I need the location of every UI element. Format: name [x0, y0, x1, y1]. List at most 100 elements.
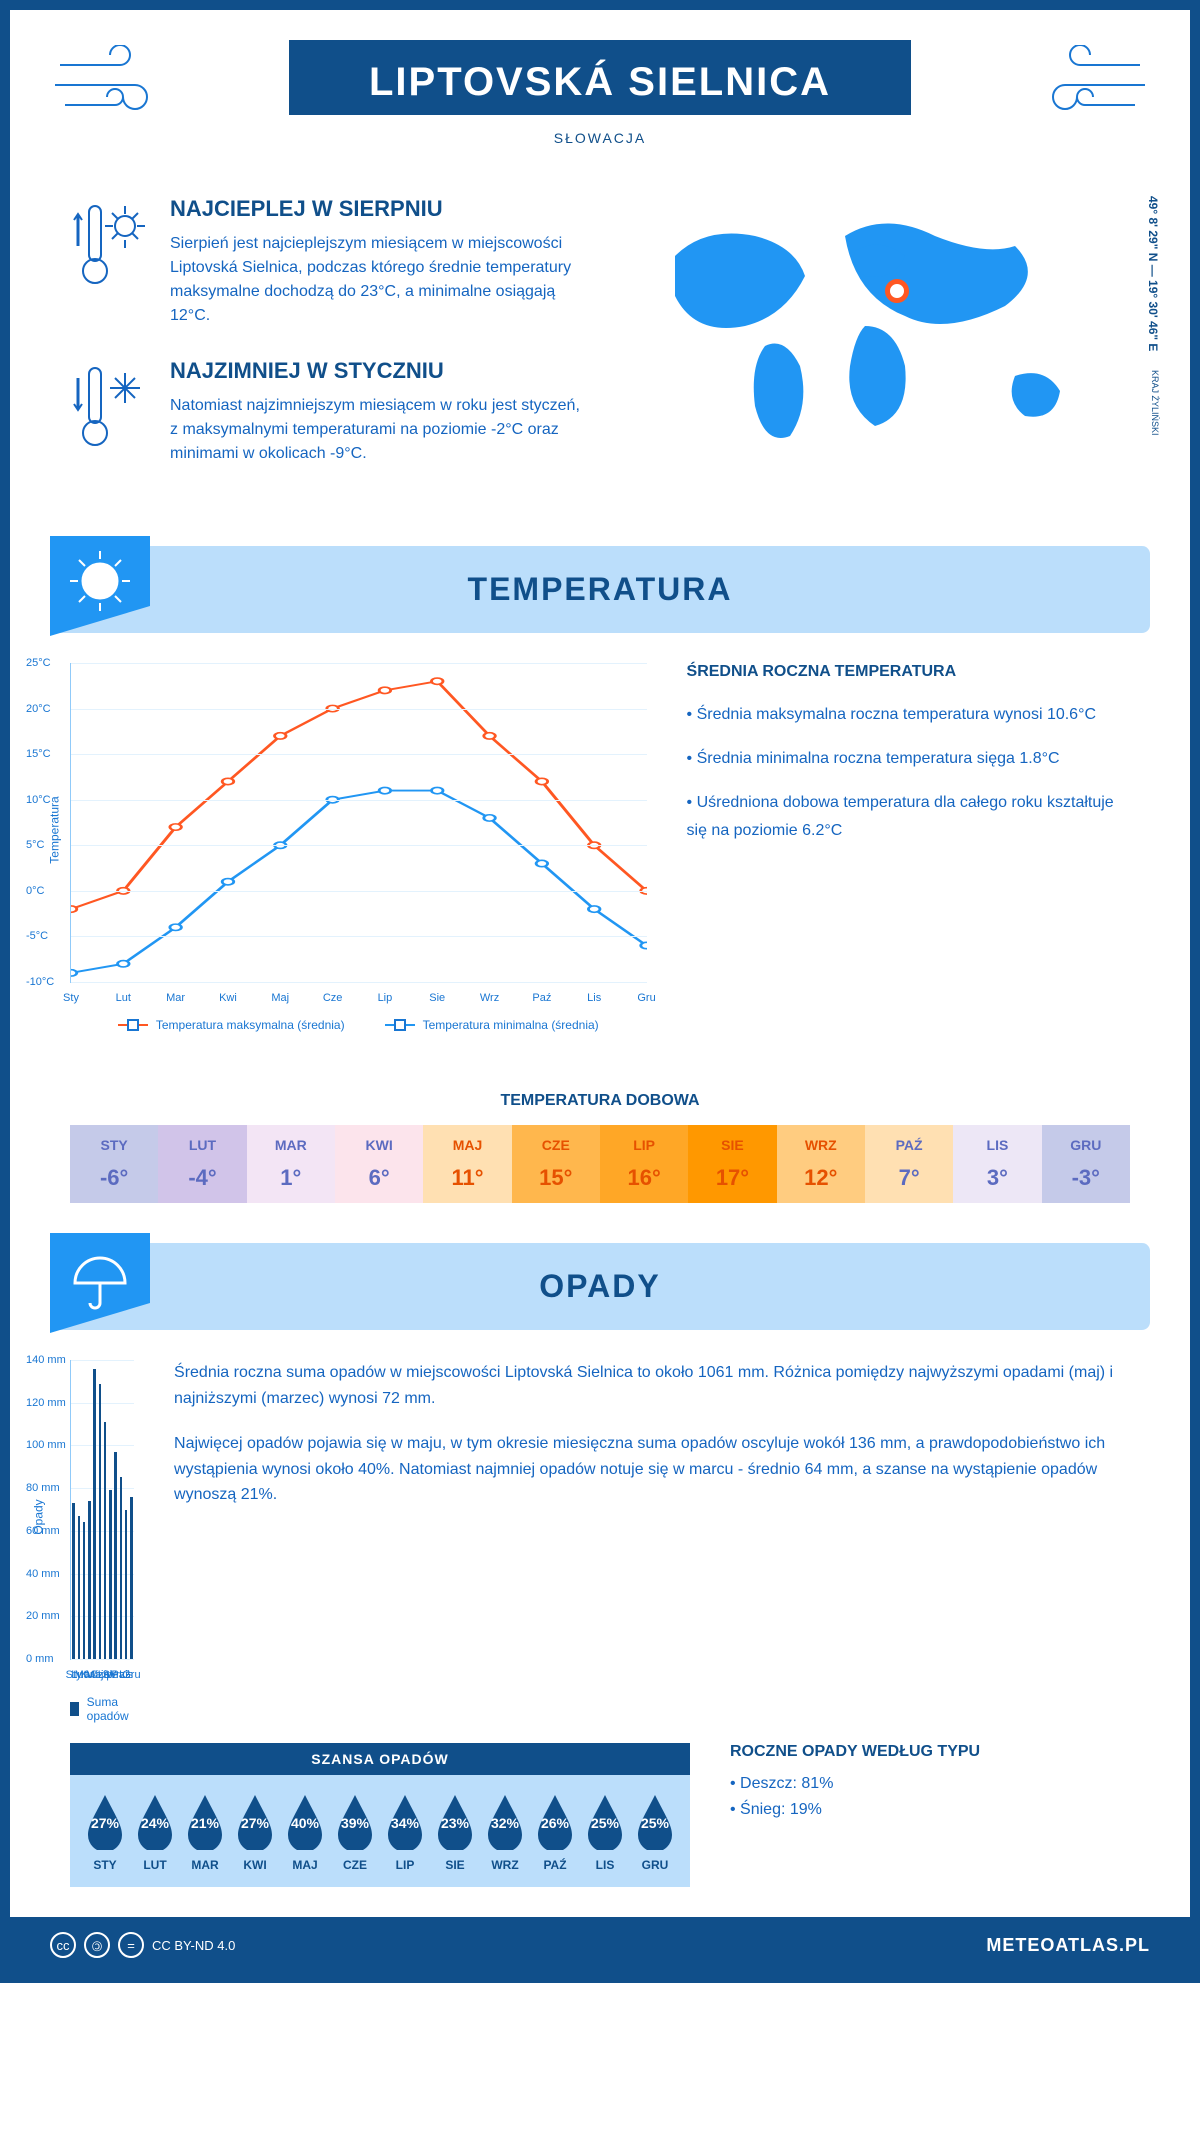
chance-value: 34%: [391, 1815, 419, 1831]
coldest-block: NAJZIMNIEJ W STYCZNIU Natomiast najzimni…: [70, 358, 580, 466]
month-label: WRZ: [480, 1858, 530, 1872]
thermometer-snow-icon: [70, 358, 150, 466]
y-tick: 140 mm: [26, 1354, 66, 1366]
temp-value: 1°: [251, 1165, 331, 1191]
month-label: KWI: [230, 1858, 280, 1872]
by-icon: 🄯: [84, 1932, 110, 1958]
header: LIPTOVSKÁ SIELNICA SŁOWACJA: [10, 10, 1190, 166]
x-tick: Gru: [122, 1669, 140, 1681]
y-tick: 100 mm: [26, 1439, 66, 1451]
legend-label: Temperatura minimalna (średnia): [423, 1018, 599, 1032]
temp-value: 11°: [427, 1165, 507, 1191]
month-label: KWI: [339, 1137, 419, 1153]
x-tick: Lut: [116, 992, 131, 1004]
y-tick: 80 mm: [26, 1482, 60, 1494]
title-banner: LIPTOVSKÁ SIELNICA: [289, 40, 911, 115]
chance-value: 39%: [341, 1815, 369, 1831]
nd-icon: =: [118, 1932, 144, 1958]
infographic-page: LIPTOVSKÁ SIELNICA SŁOWACJA NAJCIEPLEJ W…: [0, 0, 1200, 1983]
bar: [99, 1384, 102, 1660]
precip-banner: OPADY: [50, 1243, 1150, 1330]
footer: cc 🄯 = CC BY-ND 4.0 METEOATLAS.PL: [10, 1917, 1190, 1973]
wind-icon: [1030, 45, 1150, 125]
daily-cell: SIE17°: [688, 1125, 776, 1203]
temp-value: 6°: [339, 1165, 419, 1191]
coldest-text: Natomiast najzimniejszym miesiącem w rok…: [170, 394, 580, 466]
month-label: STY: [80, 1858, 130, 1872]
daily-temp-title: TEMPERATURA DOBOWA: [10, 1092, 1190, 1110]
chance-value: 23%: [441, 1815, 469, 1831]
wind-icon: [50, 45, 170, 125]
chart-legend: Temperatura maksymalna (średnia)Temperat…: [70, 1018, 647, 1032]
chance-value: 32%: [491, 1815, 519, 1831]
chance-cell: 39%CZE: [330, 1790, 380, 1872]
bar: [83, 1522, 86, 1659]
y-tick: 0 mm: [26, 1653, 54, 1665]
raindrop-icon: 25%: [630, 1790, 680, 1850]
temperature-stats: ŚREDNIA ROCZNA TEMPERATURA • Średnia mak…: [687, 663, 1130, 1032]
bar: [93, 1369, 96, 1659]
x-tick: Kwi: [219, 992, 237, 1004]
chance-cell: 25% GRU: [630, 1790, 680, 1872]
stat-item: • Średnia minimalna roczna temperatura s…: [687, 745, 1130, 774]
month-label: GRU: [630, 1858, 680, 1872]
stat-item: • Uśredniona dobowa temperatura dla całe…: [687, 789, 1130, 847]
daily-cell: STY-6°: [70, 1125, 158, 1203]
x-tick: Cze: [323, 992, 343, 1004]
bar: [78, 1516, 81, 1659]
y-tick: 10°C: [26, 794, 51, 806]
daily-cell: PAŹ7°: [865, 1125, 953, 1203]
y-tick: 20 mm: [26, 1610, 60, 1622]
x-tick: Lis: [587, 992, 601, 1004]
bar: [114, 1452, 117, 1659]
temp-value: 17°: [692, 1165, 772, 1191]
chance-value: 25%: [641, 1815, 669, 1831]
country-label: SŁOWACJA: [50, 130, 1150, 146]
cc-icon: cc: [50, 1932, 76, 1958]
month-label: LIP: [380, 1858, 430, 1872]
bar: [88, 1501, 91, 1659]
thermometer-sun-icon: [70, 196, 150, 328]
umbrella-icon: [50, 1233, 150, 1333]
daily-cell: MAJ 11°: [423, 1125, 511, 1203]
daily-cell: LUT-4°: [158, 1125, 246, 1203]
month-label: MAR: [180, 1858, 230, 1872]
month-label: LIP: [604, 1137, 684, 1153]
raindrop-icon: 23%: [430, 1790, 480, 1850]
raindrop-icon: 21%: [180, 1790, 230, 1850]
chance-cell: 25%LIS: [580, 1790, 630, 1872]
bar: [125, 1510, 128, 1660]
sun-icon: [50, 536, 150, 636]
section-title: TEMPERATURA: [75, 571, 1125, 608]
bar: [120, 1477, 123, 1659]
coordinates: 49° 8' 29" N — 19° 30' 46" E: [1146, 196, 1160, 351]
brand: METEOATLAS.PL: [986, 1935, 1150, 1956]
legend-item: Temperatura minimalna (średnia): [385, 1018, 599, 1032]
daily-cell: GRU-3°: [1042, 1125, 1130, 1203]
y-tick: 40 mm: [26, 1568, 60, 1580]
x-tick: Sie: [429, 992, 445, 1004]
daily-cell: MAR1°: [247, 1125, 335, 1203]
y-tick: 15°C: [26, 748, 51, 760]
chance-cell: 21% MAR: [180, 1790, 230, 1872]
precip-paragraph: Średnia roczna suma opadów w miejscowośc…: [174, 1360, 1130, 1411]
chance-cell: 23%SIE: [430, 1790, 480, 1872]
month-label: MAJ: [427, 1137, 507, 1153]
x-tick: Maj: [271, 992, 289, 1004]
raindrop-icon: 40%: [280, 1790, 330, 1850]
temp-value: 15°: [516, 1165, 596, 1191]
raindrop-icon: 26%: [530, 1790, 580, 1850]
x-tick: Gru: [637, 992, 655, 1004]
raindrop-icon: 34%: [380, 1790, 430, 1850]
temp-value: -6°: [74, 1165, 154, 1191]
chance-cell: 26%PAŹ: [530, 1790, 580, 1872]
y-tick: -10°C: [26, 976, 54, 988]
precip-type-item: • Śnieg: 19%: [730, 1797, 1130, 1823]
temperature-banner: TEMPERATURA: [50, 546, 1150, 633]
precip-by-type: ROCZNE OPADY WEDŁUG TYPU • Deszcz: 81%• …: [730, 1743, 1130, 1887]
chance-value: 24%: [141, 1815, 169, 1831]
temp-value: -4°: [162, 1165, 242, 1191]
temp-value: 12°: [781, 1165, 861, 1191]
temp-value: 7°: [869, 1165, 949, 1191]
world-map: [620, 196, 1130, 456]
